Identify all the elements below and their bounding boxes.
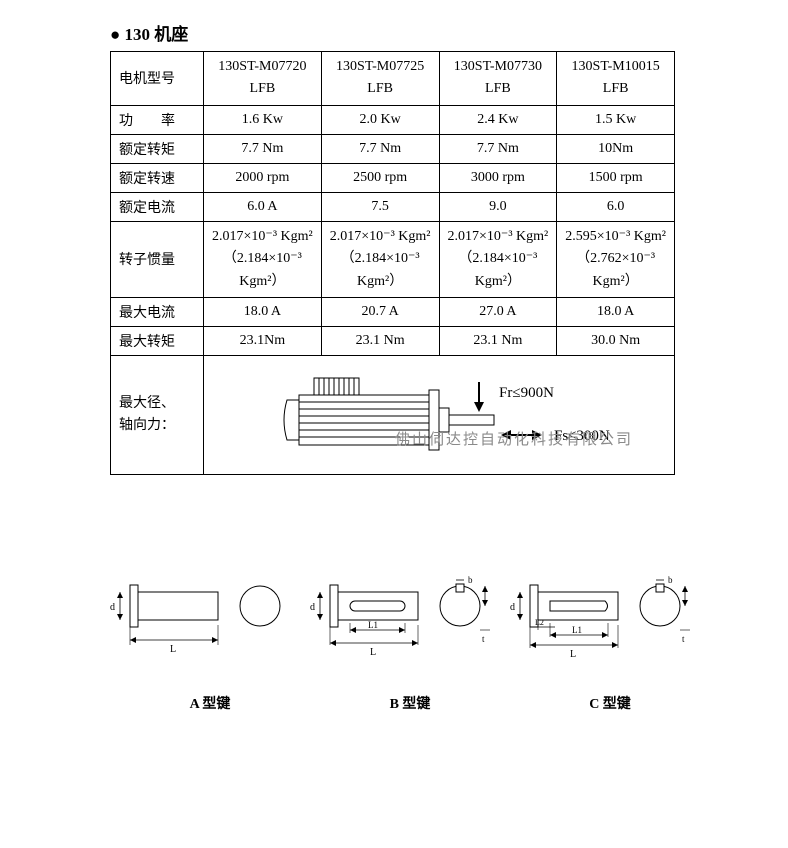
cell-model: 130ST-M07725LFB <box>321 52 439 106</box>
cell: 2500 rpm <box>321 163 439 192</box>
axial-force-label: Fs≤300N <box>554 428 610 444</box>
row-label: 最大转矩 <box>111 326 204 355</box>
cell: 1500 rpm <box>557 163 675 192</box>
key-b-block: d L1 L b <box>310 575 510 713</box>
cell: 23.1Nm <box>204 326 322 355</box>
cell: 7.7 Nm <box>204 134 322 163</box>
dim-L-label: L <box>570 649 576 660</box>
dim-t-label: t <box>682 634 685 644</box>
dim-d-label: d <box>110 602 115 613</box>
cell: 2.0 Kw <box>321 105 439 134</box>
row-label: 额定转矩 <box>111 134 204 163</box>
row-label: 电机型号 <box>111 52 204 106</box>
cell: 2.017×10⁻³ Kgm²（2.184×10⁻³ Kgm²） <box>321 221 439 297</box>
row-label: 转子惯量 <box>111 221 204 297</box>
cell: 7.5 <box>321 192 439 221</box>
cell-model: 130ST-M10015LFB <box>557 52 675 106</box>
table-row: 额定电流 6.0 A 7.5 9.0 6.0 <box>111 192 675 221</box>
key-a-label: A 型键 <box>110 693 310 713</box>
cell: 6.0 <box>557 192 675 221</box>
dim-b-label: b <box>668 575 673 585</box>
cell: 7.7 Nm <box>321 134 439 163</box>
table-row: 最大电流 18.0 A 20.7 A 27.0 A 18.0 A <box>111 297 675 326</box>
cell: 23.1 Nm <box>439 326 557 355</box>
cell-model: 130ST-M07730LFB <box>439 52 557 106</box>
dim-d-label: d <box>310 602 315 613</box>
cell: 20.7 A <box>321 297 439 326</box>
motor-diagram-icon: Fr≤900N Fs≤300N <box>209 360 669 470</box>
cell-model: 130ST-M07720LFB <box>204 52 322 106</box>
motor-diagram-cell: Fr≤900N Fs≤300N <box>204 355 675 474</box>
radial-force-label: Fr≤900N <box>499 385 554 401</box>
section-heading: ● 130 机座 <box>110 20 698 45</box>
dim-L1-label: L1 <box>368 620 378 630</box>
key-b-diagram-icon: d L1 L b <box>310 575 510 660</box>
row-label: 额定转速 <box>111 163 204 192</box>
cell: 1.6 Kw <box>204 105 322 134</box>
key-b-label: B 型键 <box>310 693 510 713</box>
table-row: 额定转矩 7.7 Nm 7.7 Nm 7.7 Nm 10Nm <box>111 134 675 163</box>
cell: 2.595×10⁻³ Kgm²（2.762×10⁻³ Kgm²） <box>557 221 675 297</box>
table-row: 电机型号 130ST-M07720LFB 130ST-M07725LFB 130… <box>111 52 675 106</box>
cell: 10Nm <box>557 134 675 163</box>
cell: 23.1 Nm <box>321 326 439 355</box>
table-row: 最大转矩 23.1Nm 23.1 Nm 23.1 Nm 30.0 Nm <box>111 326 675 355</box>
cell: 2.017×10⁻³ Kgm²（2.184×10⁻³ Kgm²） <box>204 221 322 297</box>
cell: 30.0 Nm <box>557 326 675 355</box>
key-diagrams-row: d L A 型键 <box>110 575 698 713</box>
dim-L-label: L <box>370 647 376 658</box>
row-label: 最大电流 <box>111 297 204 326</box>
cell: 27.0 A <box>439 297 557 326</box>
dim-L2-label: L2 <box>535 618 544 627</box>
dim-b-label: b <box>468 575 473 585</box>
cell: 1.5 Kw <box>557 105 675 134</box>
table-row-forces: 最大径、轴向力： <box>111 355 675 474</box>
key-a-diagram-icon: d L <box>110 575 310 660</box>
dim-d-label: d <box>510 602 515 613</box>
cell: 3000 rpm <box>439 163 557 192</box>
row-label: 额定电流 <box>111 192 204 221</box>
cell: 2.4 Kw <box>439 105 557 134</box>
cell: 18.0 A <box>204 297 322 326</box>
cell: 9.0 <box>439 192 557 221</box>
key-c-label: C 型键 <box>510 693 710 713</box>
dim-L-label: L <box>170 644 176 655</box>
key-c-diagram-icon: d L2 L1 L <box>510 575 710 660</box>
cell: 18.0 A <box>557 297 675 326</box>
key-c-block: d L2 L1 L <box>510 575 710 713</box>
table-row: 功 率 1.6 Kw 2.0 Kw 2.4 Kw 1.5 Kw <box>111 105 675 134</box>
dim-L1-label: L1 <box>572 625 582 635</box>
table-row: 转子惯量 2.017×10⁻³ Kgm²（2.184×10⁻³ Kgm²） 2.… <box>111 221 675 297</box>
cell: 2000 rpm <box>204 163 322 192</box>
cell: 2.017×10⁻³ Kgm²（2.184×10⁻³ Kgm²） <box>439 221 557 297</box>
cell: 7.7 Nm <box>439 134 557 163</box>
table-row: 额定转速 2000 rpm 2500 rpm 3000 rpm 1500 rpm <box>111 163 675 192</box>
row-label-force: 最大径、轴向力： <box>111 355 204 474</box>
cell: 6.0 A <box>204 192 322 221</box>
dim-t-label: t <box>482 634 485 644</box>
row-label: 功 率 <box>111 105 204 134</box>
spec-table: 电机型号 130ST-M07720LFB 130ST-M07725LFB 130… <box>110 51 675 475</box>
key-a-block: d L A 型键 <box>110 575 310 713</box>
